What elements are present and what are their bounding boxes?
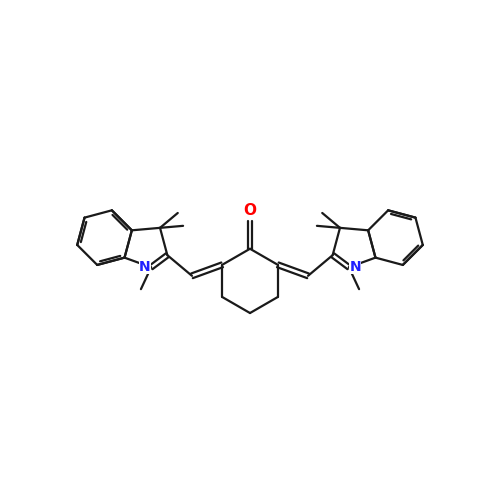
Text: N: N [350,260,361,274]
Text: O: O [244,202,256,218]
Text: N: N [139,260,150,274]
